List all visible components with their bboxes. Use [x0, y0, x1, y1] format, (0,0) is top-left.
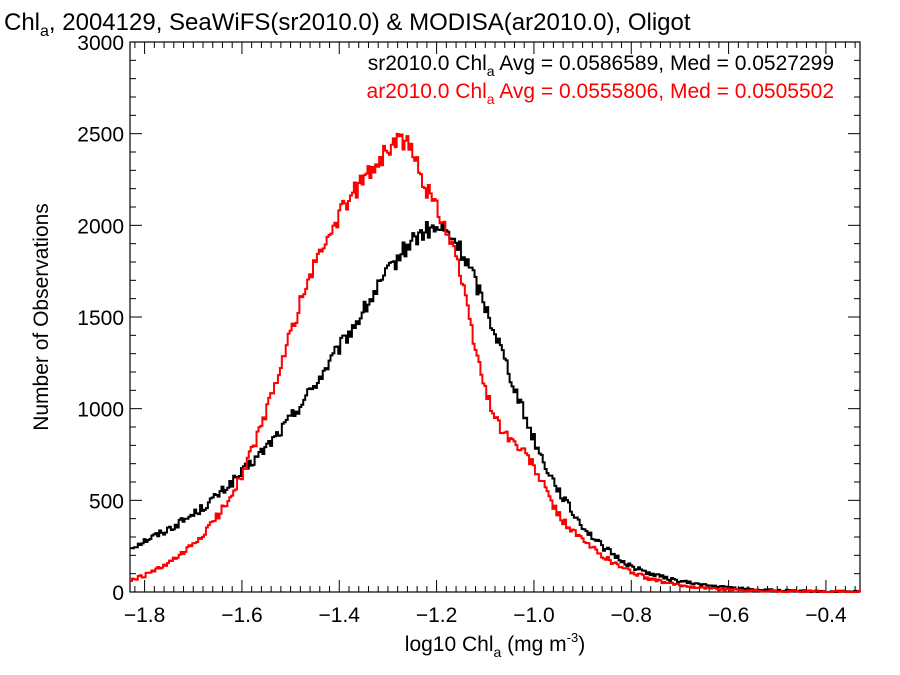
x-axis-label-mid: (mg m [501, 633, 566, 656]
x-tick-label: −0.8 [611, 604, 652, 627]
legend-annotation-sr2010: sr2010.0 Chla Avg = 0.0586589, Med = 0.0… [368, 52, 834, 79]
axis-ticks [130, 41, 860, 593]
y-tick-label: 2000 [77, 215, 124, 238]
y-tick-label: 1500 [77, 307, 124, 330]
x-tick-label: −0.4 [805, 604, 847, 627]
legend-ar2010-post: Avg = 0.0555806, Med = 0.0505502 [495, 80, 834, 103]
y-tick-label: 0 [112, 582, 124, 605]
x-axis-label-post: ) [578, 633, 585, 656]
x-tick-label: −1.4 [319, 604, 361, 627]
x-axis-label-sub: a [494, 644, 502, 660]
axis-tick-labels: −1.8 −1.6 −1.4 −1.2 −1.0 −0.8 −0.6 −0.4 0 500 1000… [77, 32, 847, 627]
y-tick-label: 3000 [77, 32, 124, 55]
y-tick-label: 1000 [77, 399, 124, 422]
chart-title-pre: Chl [4, 9, 40, 36]
y-axis-label: Number of Observations [30, 203, 53, 431]
legend-annotation-ar2010: ar2010.0 Chla Avg = 0.0555806, Med = 0.0… [367, 80, 834, 107]
x-tick-label: −1.0 [513, 604, 554, 627]
chart-title-sub: a [40, 23, 49, 40]
legend-sr2010-post: Avg = 0.0586589, Med = 0.0527299 [495, 52, 834, 75]
series-ar2010 [130, 132, 861, 593]
x-tick-label: −1.8 [124, 604, 165, 627]
x-tick-label: −1.6 [221, 604, 262, 627]
legend-ar2010-sub: a [487, 91, 495, 107]
chart-title: Chla, 2004129, SeaWiFS(sr2010.0) & MODIS… [4, 9, 691, 40]
series-sr2010 [130, 221, 861, 593]
x-axis-label-sup: -3 [567, 630, 579, 645]
x-axis-label-pre: log10 Chl [405, 633, 494, 656]
x-axis-label: log10 Chla (mg m-3) [405, 630, 585, 660]
y-tick-label: 2500 [77, 124, 124, 147]
chart-title-post: , 2004129, SeaWiFS(sr2010.0) & MODISA(ar… [49, 9, 691, 36]
legend-ar2010-pre: ar2010.0 Chl [367, 80, 487, 103]
x-tick-label: −0.6 [708, 604, 749, 627]
data-series [130, 132, 861, 593]
legend-sr2010-sub: a [487, 63, 495, 79]
plot-frame [129, 41, 861, 593]
y-tick-label: 500 [89, 490, 124, 513]
x-tick-label: −1.2 [416, 604, 457, 627]
legend-sr2010-pre: sr2010.0 Chl [368, 52, 487, 75]
